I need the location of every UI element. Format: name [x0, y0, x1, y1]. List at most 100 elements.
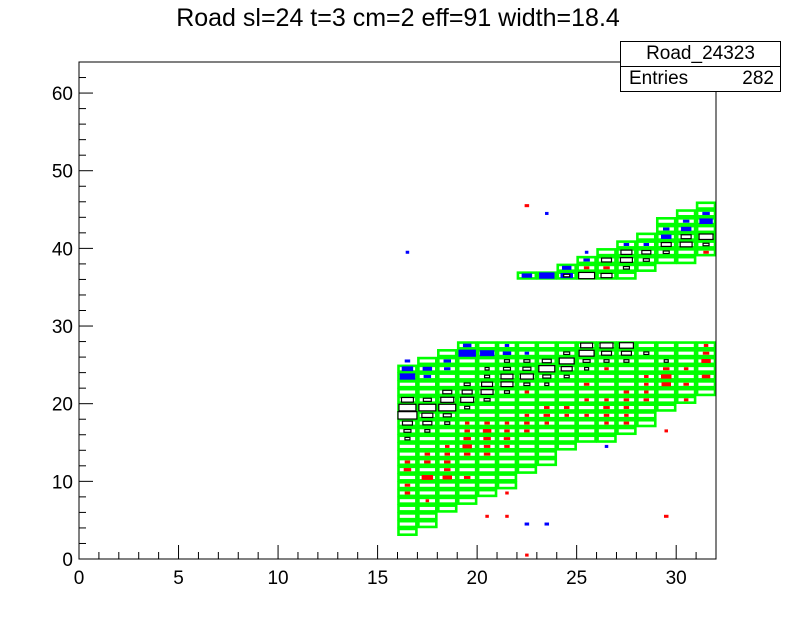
road-cell	[417, 395, 438, 404]
road-cell	[417, 426, 438, 436]
road-cell	[476, 356, 498, 366]
cell-box	[682, 219, 690, 223]
cell-box	[703, 343, 709, 347]
cell-box	[503, 390, 511, 394]
cell-box	[603, 406, 610, 410]
cell-box	[505, 514, 509, 518]
road-cell	[576, 255, 597, 265]
road-cell	[596, 349, 617, 358]
cell-box	[563, 406, 570, 410]
road-cell	[636, 411, 657, 420]
cell-box	[564, 413, 569, 417]
road-cell	[476, 380, 498, 389]
road-cell	[516, 271, 538, 280]
road-cell	[496, 434, 518, 443]
cell-box	[522, 366, 532, 371]
road-cell	[596, 372, 617, 381]
road-cell	[516, 411, 538, 420]
cell-box	[661, 234, 672, 239]
road-cell	[695, 240, 717, 249]
road-cell	[397, 496, 418, 505]
cell-box	[644, 390, 649, 394]
y-tick-label: 10	[52, 472, 73, 493]
cell-box	[643, 398, 650, 402]
y-tick-label: 30	[52, 317, 73, 338]
cell-box	[403, 468, 412, 472]
cell-box	[563, 273, 571, 278]
cell-box	[444, 468, 451, 472]
cell-box	[544, 406, 550, 410]
cell-box	[399, 373, 416, 380]
cell-box	[444, 421, 451, 425]
road-cell	[675, 372, 697, 381]
road-cell	[516, 364, 538, 373]
road-cell	[417, 380, 438, 389]
road-cell	[437, 380, 458, 389]
cell-box	[424, 452, 431, 456]
cell-box	[584, 413, 589, 417]
road-cell	[536, 418, 558, 428]
road-layer	[397, 201, 717, 537]
cell-box	[500, 381, 514, 388]
cell-box	[444, 367, 451, 371]
road-cell	[695, 380, 717, 389]
stats-entries-row: Entries 282	[621, 67, 780, 91]
road-cell	[516, 395, 538, 404]
cell-box	[463, 382, 471, 387]
cell-box	[397, 411, 418, 420]
road-cell	[476, 457, 498, 467]
cell-box	[398, 403, 417, 412]
road-cell	[636, 248, 657, 257]
cell-box	[524, 204, 530, 208]
road-cell	[596, 263, 617, 272]
road-cell	[636, 341, 657, 350]
road-cell	[456, 426, 478, 436]
road-cell	[496, 403, 518, 412]
road-cell	[556, 341, 577, 350]
road-cell	[556, 411, 577, 420]
road-cell	[417, 411, 438, 420]
road-cell	[476, 434, 498, 443]
road-cell	[397, 504, 418, 513]
cell-box	[664, 429, 668, 433]
cell-box	[641, 249, 652, 255]
cell-box	[483, 437, 491, 441]
road-cell	[695, 364, 717, 373]
road-cell	[536, 380, 558, 389]
cell-box	[539, 272, 555, 279]
cell-box	[702, 351, 710, 355]
road-cell	[695, 372, 717, 381]
road-cell	[516, 349, 538, 358]
cell-box	[424, 429, 431, 433]
cell-box	[502, 366, 512, 371]
cell-box	[483, 374, 491, 379]
road-cell	[417, 481, 438, 490]
cell-box	[422, 397, 432, 402]
road-cell	[636, 380, 657, 389]
road-cell	[675, 380, 697, 389]
road-cell	[655, 341, 677, 350]
road-cell	[596, 248, 617, 257]
cell-box	[422, 420, 433, 426]
road-cell	[576, 434, 597, 443]
road-cell	[655, 248, 677, 257]
road-cell	[636, 349, 657, 358]
road-cell	[456, 372, 478, 381]
road-cell	[675, 356, 697, 366]
road-cell	[536, 341, 558, 350]
cell-box	[485, 514, 489, 518]
road-cell	[437, 442, 458, 451]
road-cell	[417, 496, 438, 505]
road-cell	[516, 449, 538, 459]
road-cell	[437, 504, 458, 513]
cell-box	[541, 358, 552, 364]
road-cell	[496, 457, 518, 467]
road-cell	[695, 356, 717, 366]
cell-box	[544, 382, 550, 387]
cell-box	[504, 444, 510, 448]
road-cell	[437, 372, 458, 381]
road-cell	[616, 380, 637, 389]
x-tick-label: 25	[566, 568, 587, 589]
road-cell	[596, 271, 617, 280]
road-cell	[456, 418, 478, 428]
